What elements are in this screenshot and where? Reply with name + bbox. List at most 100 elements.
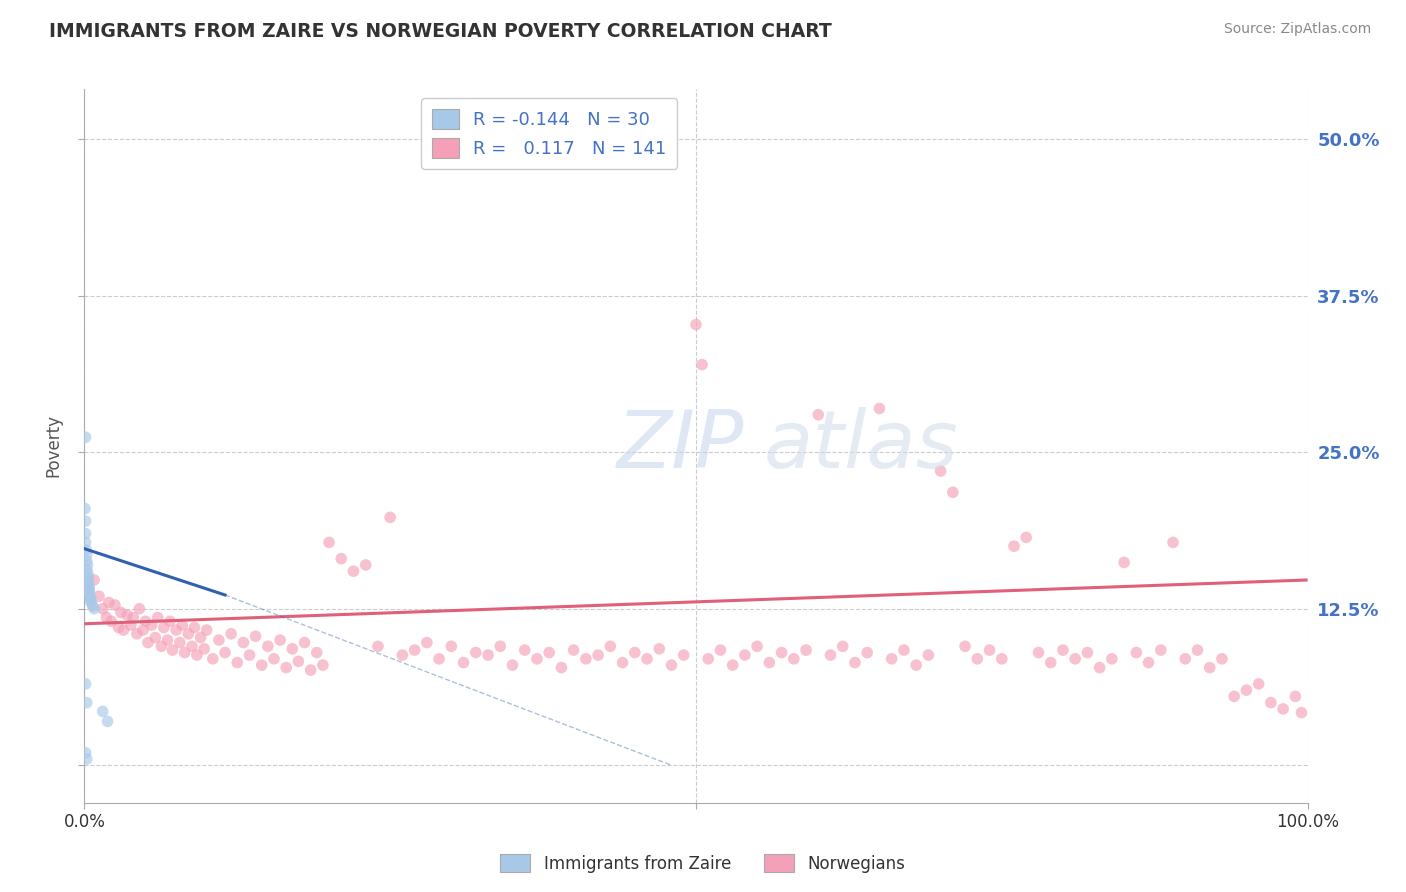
- Point: [893, 643, 915, 657]
- Point: [263, 652, 285, 666]
- Point: [83, 601, 105, 615]
- Point: [77, 576, 100, 591]
- Point: [550, 660, 572, 674]
- Point: [661, 658, 683, 673]
- Point: [380, 510, 402, 524]
- Point: [100, 614, 122, 628]
- Point: [685, 318, 707, 332]
- Point: [1125, 646, 1147, 660]
- Point: [586, 648, 609, 662]
- Point: [1161, 535, 1184, 549]
- Point: [195, 623, 218, 637]
- Point: [177, 627, 200, 641]
- Point: [342, 564, 364, 578]
- Point: [648, 641, 671, 656]
- Point: [87, 589, 110, 603]
- Point: [122, 610, 145, 624]
- Point: [979, 643, 1001, 657]
- Point: [672, 648, 695, 662]
- Point: [391, 648, 413, 662]
- Point: [856, 646, 879, 660]
- Point: [80, 597, 103, 611]
- Point: [612, 656, 634, 670]
- Point: [747, 640, 769, 654]
- Point: [141, 618, 163, 632]
- Point: [82, 599, 104, 614]
- Point: [250, 658, 273, 673]
- Point: [83, 573, 105, 587]
- Point: [1247, 677, 1270, 691]
- Point: [1272, 702, 1295, 716]
- Point: [453, 656, 475, 670]
- Point: [193, 641, 215, 656]
- Point: [489, 640, 512, 654]
- Point: [1187, 643, 1209, 657]
- Point: [477, 648, 499, 662]
- Point: [1015, 530, 1038, 544]
- Point: [77, 585, 100, 599]
- Point: [299, 663, 322, 677]
- Point: [624, 646, 647, 660]
- Point: [76, 548, 98, 562]
- Point: [75, 746, 97, 760]
- Point: [367, 640, 389, 654]
- Point: [294, 635, 316, 649]
- Point: [276, 660, 298, 674]
- Point: [110, 606, 132, 620]
- Point: [287, 654, 309, 668]
- Point: [183, 621, 205, 635]
- Point: [783, 652, 806, 666]
- Point: [966, 652, 988, 666]
- Point: [305, 646, 328, 660]
- Point: [75, 526, 97, 541]
- Point: [869, 401, 891, 416]
- Point: [159, 614, 181, 628]
- Point: [991, 652, 1014, 666]
- Point: [1284, 690, 1306, 704]
- Point: [758, 656, 780, 670]
- Point: [226, 656, 249, 670]
- Point: [404, 643, 426, 657]
- Point: [76, 558, 98, 572]
- Point: [79, 591, 101, 606]
- Point: [76, 563, 98, 577]
- Point: [201, 652, 224, 666]
- Text: ZIP: ZIP: [616, 407, 744, 485]
- Point: [312, 658, 335, 673]
- Point: [1076, 646, 1098, 660]
- Point: [75, 514, 97, 528]
- Point: [238, 648, 260, 662]
- Point: [162, 643, 184, 657]
- Point: [257, 640, 280, 654]
- Point: [190, 631, 212, 645]
- Point: [165, 623, 187, 637]
- Point: [513, 643, 536, 657]
- Point: [1291, 706, 1313, 720]
- Y-axis label: Poverty: Poverty: [45, 415, 63, 477]
- Point: [281, 641, 304, 656]
- Point: [77, 581, 100, 595]
- Point: [104, 598, 127, 612]
- Point: [770, 646, 793, 660]
- Legend: Immigrants from Zaire, Norwegians: Immigrants from Zaire, Norwegians: [494, 847, 912, 880]
- Point: [132, 623, 155, 637]
- Point: [153, 621, 176, 635]
- Point: [844, 656, 866, 670]
- Point: [953, 640, 976, 654]
- Point: [831, 640, 853, 654]
- Point: [697, 652, 720, 666]
- Point: [1198, 660, 1220, 674]
- Point: [734, 648, 756, 662]
- Point: [794, 643, 817, 657]
- Point: [1114, 556, 1136, 570]
- Point: [120, 618, 142, 632]
- Point: [172, 618, 194, 632]
- Point: [146, 610, 169, 624]
- Point: [1064, 652, 1087, 666]
- Point: [575, 652, 598, 666]
- Point: [91, 705, 114, 719]
- Point: [502, 658, 524, 673]
- Point: [75, 677, 97, 691]
- Point: [599, 640, 621, 654]
- Text: Source: ZipAtlas.com: Source: ZipAtlas.com: [1223, 22, 1371, 37]
